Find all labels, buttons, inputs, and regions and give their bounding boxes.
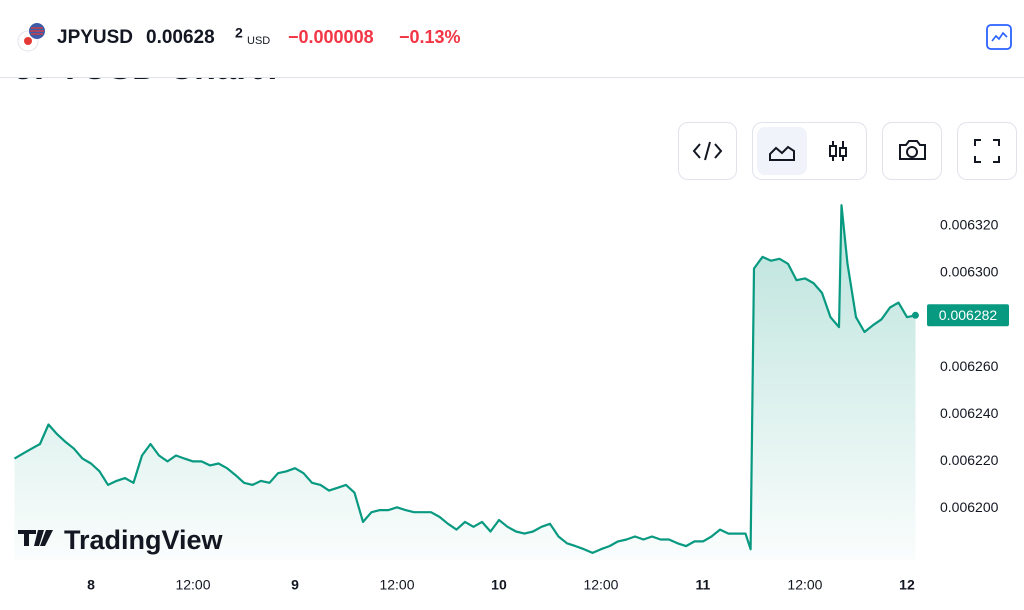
watermark-logo [18,530,53,546]
x-tick-label: 12:00 [787,577,822,593]
flag-us-stripes [30,27,44,35]
x-tick-label: 12 [899,577,915,593]
x-tick-label: 11 [696,577,711,593]
current-price-label: 0.006282 [939,307,998,323]
chart: TradingView 0.006200 0.006220 0.006240 0.00… [13,204,1009,593]
price-last-digit: 2 [235,25,243,41]
header-bar: JPYUSD 0.00628 2 USD −0.000008 −0.13% [17,23,1012,52]
y-tick-label: 0.006200 [940,499,999,515]
price: 0.00628 [146,27,215,48]
x-tick-label: 12:00 [583,577,618,593]
last-point [911,311,919,319]
x-tick-label: 8 [87,577,95,593]
embed-button[interactable] [678,122,737,180]
area-button[interactable] [757,127,807,175]
chart-type-group [752,122,867,180]
x-tick-label: 12:00 [379,577,414,593]
current-price-box [927,304,1009,327]
y-tick-label: 0.006240 [940,405,999,421]
fullscreen-button[interactable] [957,122,1017,180]
chart-toggle[interactable] [986,24,1012,50]
snapshot-button[interactable] [882,122,942,180]
y-tick-label: 0.006220 [940,452,999,468]
area-fill [14,205,916,560]
y-tick-label: 0.006300 [940,264,999,280]
change: −0.000008 [288,27,374,47]
candle-button[interactable] [813,127,863,175]
y-tick-label: 0.006260 [940,358,999,374]
flag-jp-dot [24,37,32,45]
symbol: JPYUSD [57,27,133,48]
x-tick-label: 12:00 [175,577,210,593]
currency: USD [247,35,270,47]
header: JPYUSD 0.00628 2 USD −0.000008 −0.13% [0,0,1024,78]
price-line [13,204,916,554]
watermark: TradingView [64,525,224,555]
y-tick-label: 0.006320 [940,217,999,233]
x-tick-label: 9 [291,577,299,593]
x-tick-label: 10 [491,577,507,593]
change-percent: −0.13% [399,27,461,47]
